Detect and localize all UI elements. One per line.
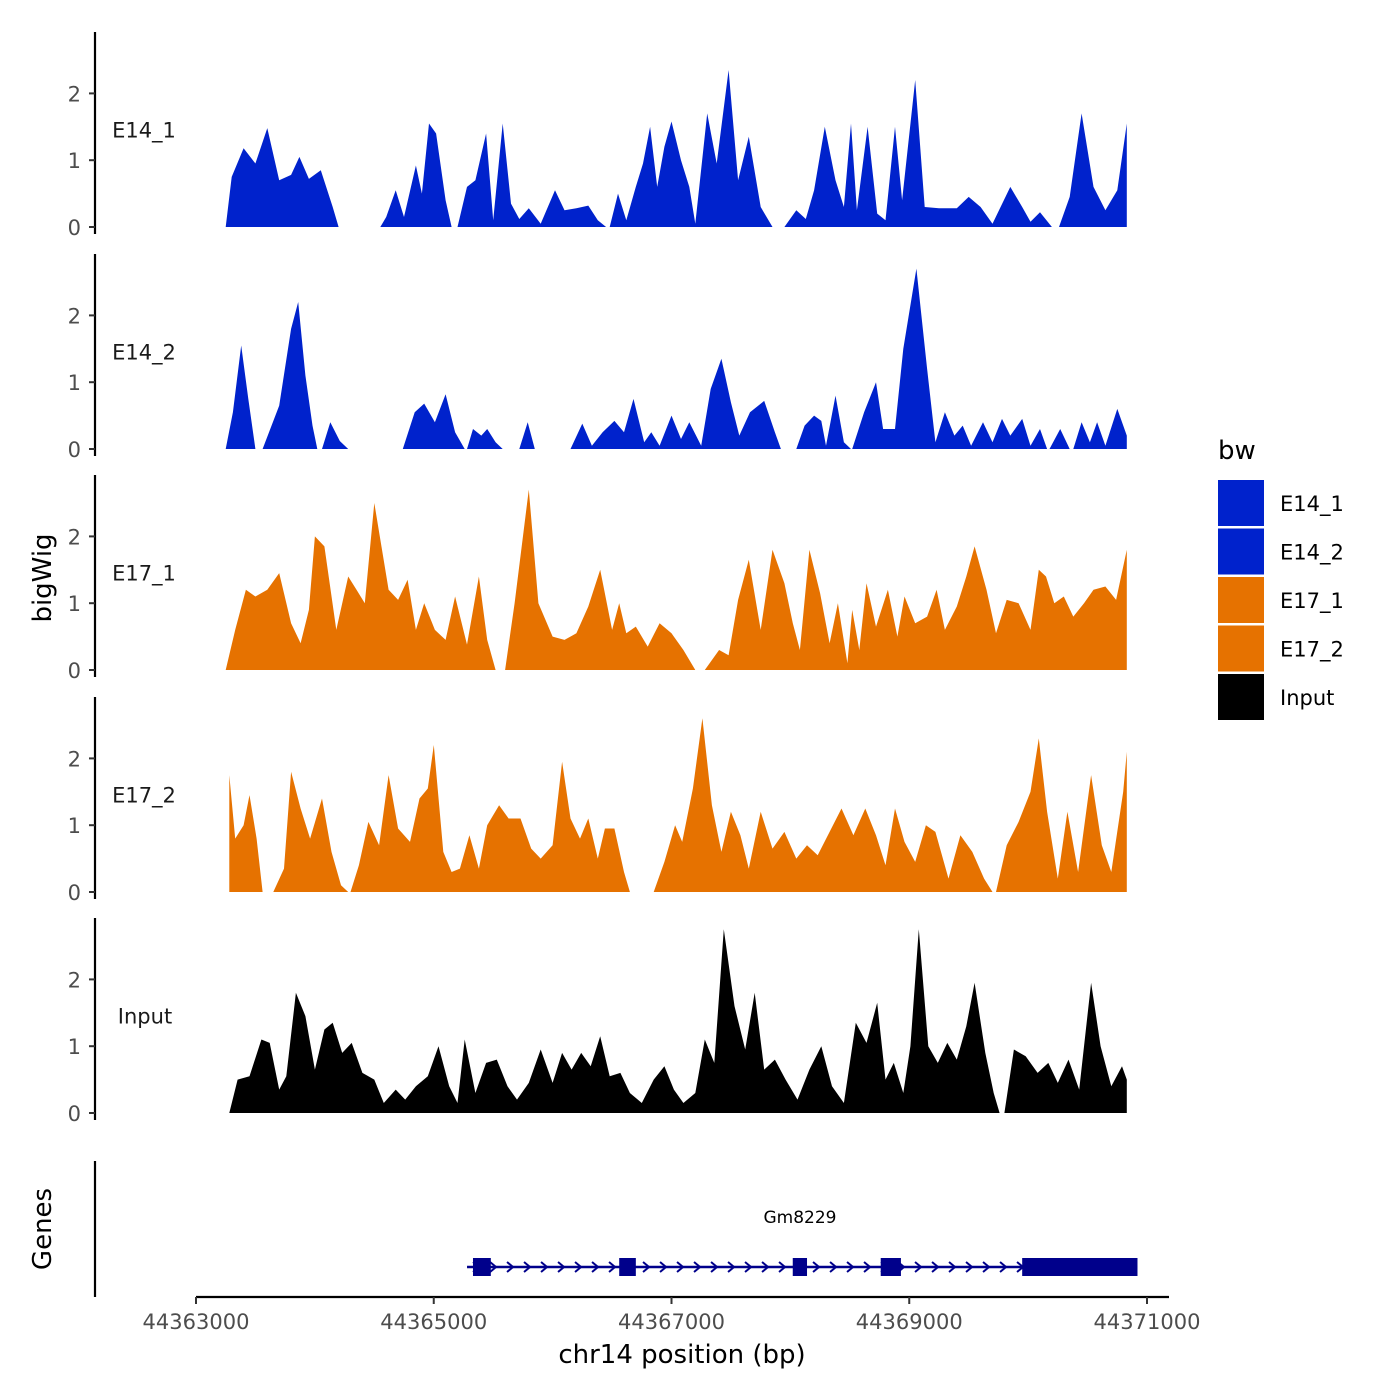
signal-tracks: 0 1 2 E14_1 0 1 2 E14_2 0 1 2 E17_1 0 1 2 E17_2 0 1 2 Input (68, 32, 1127, 1126)
y-tick-label: 1 (68, 149, 81, 173)
signal-area (229, 929, 1127, 1113)
y-axis-title: bigWig (28, 533, 58, 622)
track-Input: 0 1 2 Input (68, 918, 1127, 1126)
legend-swatch-E17_2 (1218, 625, 1264, 672)
strand-arrow (931, 1261, 940, 1273)
track-label: E17_2 (112, 784, 176, 809)
gene-exon (1022, 1258, 1138, 1276)
track-E17_1: 0 1 2 E17_1 (68, 475, 1127, 683)
y-tick-label: 1 (68, 1035, 81, 1059)
strand-arrow (829, 1261, 838, 1273)
strand-arrow (744, 1261, 753, 1273)
x-tick-label: 44371000 (1094, 1310, 1201, 1334)
y-tick-label: 0 (68, 438, 81, 462)
strand-arrow (574, 1261, 583, 1273)
strand-arrow (557, 1261, 566, 1273)
x-tick-label: 44369000 (856, 1310, 963, 1334)
signal-area (229, 718, 1127, 892)
strand-arrow (727, 1261, 736, 1273)
strand-arrow (523, 1261, 532, 1273)
legend-title: bw (1218, 436, 1256, 466)
x-tick-label: 44365000 (380, 1310, 487, 1334)
strand-arrow (846, 1261, 855, 1273)
strand-arrow (812, 1261, 821, 1273)
strand-arrow (693, 1261, 702, 1273)
y-tick-label: 2 (68, 304, 81, 328)
strand-arrow (761, 1261, 770, 1273)
legend-label: Input (1280, 686, 1334, 710)
strand-arrow (591, 1261, 600, 1273)
strand-arrow (914, 1261, 923, 1273)
y-tick-label: 1 (68, 592, 81, 616)
strand-arrow (965, 1261, 974, 1273)
signal-area (225, 268, 1127, 449)
strand-arrow (676, 1261, 685, 1273)
legend-label: E14_1 (1280, 492, 1344, 517)
y-tick-label: 2 (68, 968, 81, 992)
gene-exon (880, 1258, 901, 1276)
legend-label: E17_1 (1280, 589, 1344, 614)
legend-swatch-Input (1218, 674, 1264, 720)
strand-arrow (489, 1261, 498, 1273)
track-label: E14_2 (112, 341, 176, 366)
gene-exon (619, 1258, 636, 1276)
strand-arrow (642, 1261, 651, 1273)
gene-Gm8229: Gm8229 (467, 1208, 1138, 1276)
legend-swatch-E17_1 (1218, 577, 1264, 623)
strand-arrow (608, 1261, 617, 1273)
legend-label: E17_2 (1280, 638, 1344, 663)
legend: bw E14_1 E14_2 E17_1 E17_2 Input (1218, 436, 1344, 720)
y-tick-label: 0 (68, 1102, 81, 1126)
strand-arrow (540, 1261, 549, 1273)
strand-arrow (659, 1261, 668, 1273)
y-tick-label: 0 (68, 881, 81, 905)
x-axis: 44363000 44365000 44367000 44369000 44371000 (143, 1295, 1201, 1334)
x-tick-label: 44363000 (143, 1310, 250, 1334)
x-tick-label: 44367000 (618, 1310, 725, 1334)
legend-swatch-E14_1 (1218, 480, 1264, 526)
track-label: E14_1 (112, 119, 176, 144)
legend-label: E14_2 (1280, 541, 1344, 566)
y-tick-label: 2 (68, 747, 81, 771)
strand-arrow (999, 1261, 1008, 1273)
legend-swatch-E14_2 (1218, 528, 1264, 575)
signal-area (225, 489, 1127, 670)
strand-arrow (710, 1261, 719, 1273)
y-tick-label: 0 (68, 216, 81, 240)
genes-axis-title: Genes (28, 1188, 58, 1270)
track-E17_2: 0 1 2 E17_2 (68, 697, 1127, 905)
track-label: E17_1 (112, 562, 176, 587)
y-tick-label: 2 (68, 82, 81, 106)
strand-arrow (506, 1261, 515, 1273)
x-axis-title: chr14 position (bp) (558, 1340, 805, 1370)
track-label: Input (118, 1005, 172, 1029)
signal-area (225, 70, 1127, 227)
strand-arrow (982, 1261, 991, 1273)
gene-label: Gm8229 (764, 1208, 837, 1228)
strand-arrow (948, 1261, 957, 1273)
y-tick-label: 1 (68, 371, 81, 395)
y-tick-label: 0 (68, 659, 81, 683)
y-tick-label: 1 (68, 814, 81, 838)
gene-track: Gm8229 (93, 1161, 1138, 1297)
gene-exon (472, 1258, 491, 1276)
track-E14_2: 0 1 2 E14_2 (68, 254, 1127, 462)
strand-arrow (778, 1261, 787, 1273)
strand-arrow (863, 1261, 872, 1273)
y-tick-label: 2 (68, 525, 81, 549)
track-E14_1: 0 1 2 E14_1 (68, 32, 1127, 240)
gene-exon (792, 1258, 808, 1276)
